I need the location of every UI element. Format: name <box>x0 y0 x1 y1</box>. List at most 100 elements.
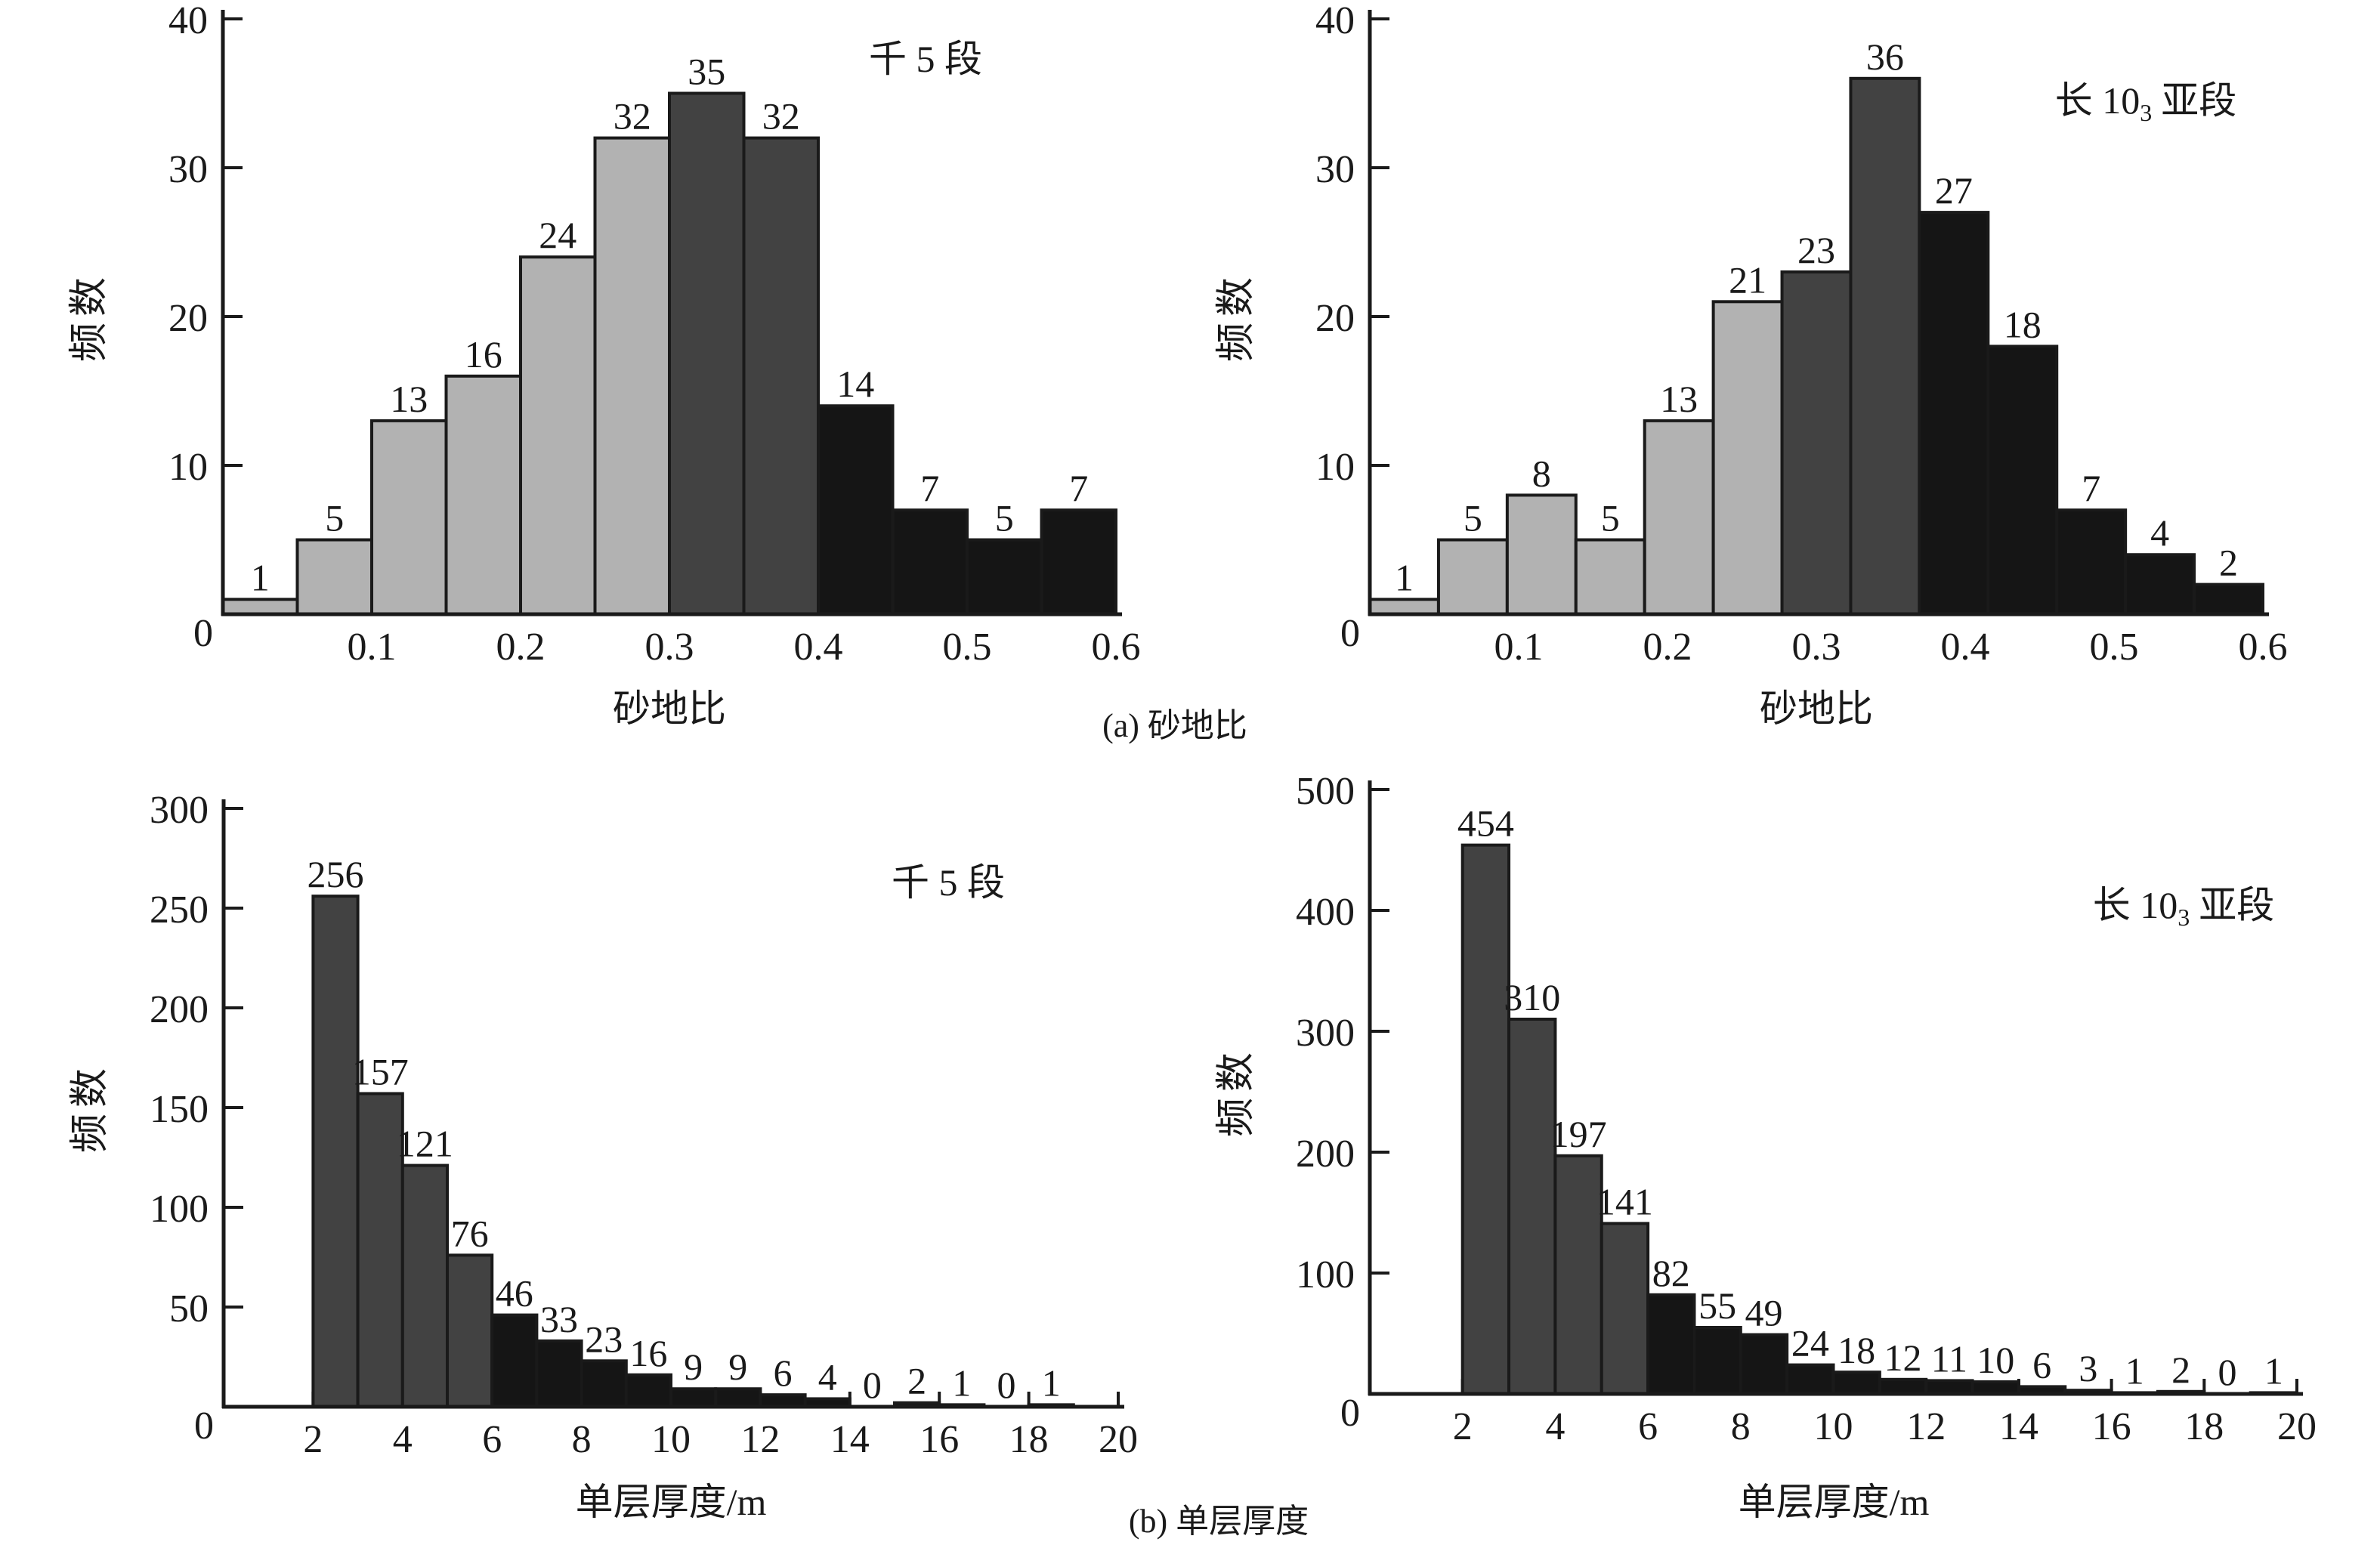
bar-value-label: 33 <box>540 1298 578 1340</box>
histogram-bar <box>1460 843 1511 1395</box>
bar-value-label: 55 <box>1698 1284 1736 1327</box>
x-tick-label: 14 <box>830 1418 870 1461</box>
bar-value-label: 256 <box>308 853 364 895</box>
x-axis-label: 单层厚度/m <box>576 1481 767 1523</box>
bar-value-label: 14 <box>836 363 874 405</box>
histogram-bar <box>1368 598 1440 616</box>
bar-value-label: 5 <box>1601 497 1620 539</box>
bar-value-label: 13 <box>390 378 428 420</box>
bar-value-label: 9 <box>728 1346 747 1388</box>
histogram-bar <box>1849 76 1921 616</box>
bar-value-label: 3 <box>2079 1347 2097 1389</box>
bar-value-label: 1 <box>2125 1349 2144 1392</box>
bar-value-label: 16 <box>629 1332 667 1374</box>
bar-value-label: 10 <box>1977 1339 2014 1381</box>
caption-a: (a) 砂地比 <box>1102 707 1247 744</box>
histogram-bar <box>1918 211 1990 616</box>
bar-value-label: 9 <box>684 1346 703 1388</box>
histogram-bar <box>1646 1293 1696 1396</box>
y-tick-label: 500 <box>1296 770 1355 813</box>
bar-value-label: 7 <box>1069 467 1088 509</box>
y-tick-label: 100 <box>150 1188 209 1231</box>
bar-value-label: 310 <box>1504 976 1560 1018</box>
histogram-bar <box>1505 493 1578 616</box>
x-tick-label: 0.6 <box>1092 626 1141 669</box>
histogram-bar <box>742 136 820 616</box>
histogram-bar <box>356 1092 404 1409</box>
bar-value-label: 141 <box>1596 1180 1653 1222</box>
histogram-bar <box>535 1339 583 1409</box>
y-tick-label: 10 <box>168 446 208 489</box>
histogram-bar <box>221 598 299 616</box>
bar-value-label: 454 <box>1457 802 1514 845</box>
bar-value-label: 0 <box>2218 1351 2236 1393</box>
histogram-bar <box>1711 300 1784 616</box>
bar-value-label: 27 <box>1935 169 1973 212</box>
bar-value-label: 12 <box>1884 1337 1922 1379</box>
histogram-bar <box>1739 1333 1789 1395</box>
x-tick-label: 14 <box>1999 1405 2038 1448</box>
x-tick-label: 6 <box>482 1418 502 1461</box>
x-tick-label: 20 <box>1099 1418 1138 1461</box>
x-tick-label: 0.1 <box>1494 626 1544 669</box>
x-tick-label: 2 <box>303 1418 323 1461</box>
y-axis-label: 频数 <box>1215 1046 1258 1137</box>
y-tick-label: 40 <box>168 0 208 42</box>
histogram-bar <box>1643 419 1715 616</box>
bar-value-label: 157 <box>352 1051 409 1093</box>
chart-1: 1 5 13 16 24 32 35 32 14 7 5 7 0 10 20 30 40 0.1 0.2 0.3 0.4… <box>68 0 1141 730</box>
x-tick-label: 8 <box>1731 1405 1751 1448</box>
bar-value-label: 7 <box>2082 467 2100 509</box>
histogram-bar <box>1986 345 2059 616</box>
chart-title: 千 5 段 <box>869 38 982 80</box>
x-tick-label: 16 <box>920 1418 959 1461</box>
x-tick-label: 0.2 <box>1643 626 1692 669</box>
histogram-bar <box>2055 508 2128 616</box>
histogram-bar <box>1785 1363 1835 1395</box>
bar-value-label: 24 <box>1791 1322 1829 1364</box>
bar-value-label: 5 <box>325 497 344 539</box>
bar-value-label: 23 <box>1797 229 1835 271</box>
histogram-bar <box>1692 1326 1742 1395</box>
histogram-bar <box>1574 538 1646 616</box>
bar-value-label: 18 <box>1838 1329 1875 1371</box>
y-axis-label: 频数 <box>68 271 111 362</box>
bar-value-label: 46 <box>496 1272 533 1315</box>
bar-value-label: 1 <box>952 1361 971 1404</box>
histogram-bar <box>1600 1222 1650 1396</box>
origin-label: 0 <box>193 612 213 655</box>
x-tick-label: 0.5 <box>943 626 992 669</box>
x-tick-label: 18 <box>2184 1405 2224 1448</box>
y-axis-label: 频数 <box>1215 271 1258 362</box>
x-tick-label: 16 <box>2092 1405 2131 1448</box>
bar-value-label: 4 <box>818 1355 837 1398</box>
bar-value-label: 18 <box>2004 303 2042 345</box>
histogram-bar <box>400 1163 449 1409</box>
bar-value-label: 23 <box>585 1318 623 1360</box>
histogram-bar <box>817 404 895 616</box>
y-tick-label: 150 <box>150 1088 209 1131</box>
x-tick-label: 10 <box>1814 1405 1853 1448</box>
bar-value-label: 8 <box>1532 452 1551 494</box>
bar-value-label: 0 <box>997 1364 1016 1406</box>
bar-value-label: 32 <box>762 95 800 138</box>
x-tick-label: 0.2 <box>496 626 546 669</box>
x-axis-label: 砂地比 <box>1760 688 1873 730</box>
x-tick-label: 0.4 <box>1941 626 1990 669</box>
histogram-bar <box>446 1253 494 1408</box>
chart-title: 千 5 段 <box>892 861 1005 904</box>
x-tick-label: 0.6 <box>2239 626 2288 669</box>
bar-value-label: 49 <box>1745 1292 1782 1334</box>
x-tick-label: 0.3 <box>645 626 694 669</box>
x-tick-label: 0.1 <box>348 626 397 669</box>
histogram-bar <box>580 1359 628 1409</box>
x-tick-label: 0.4 <box>794 626 843 669</box>
histogram-bar <box>669 1387 718 1408</box>
histogram-bar <box>891 508 969 616</box>
bar-value-label: 1 <box>1042 1361 1061 1404</box>
x-tick-label: 4 <box>393 1418 413 1461</box>
bar-value-label: 24 <box>539 214 576 256</box>
